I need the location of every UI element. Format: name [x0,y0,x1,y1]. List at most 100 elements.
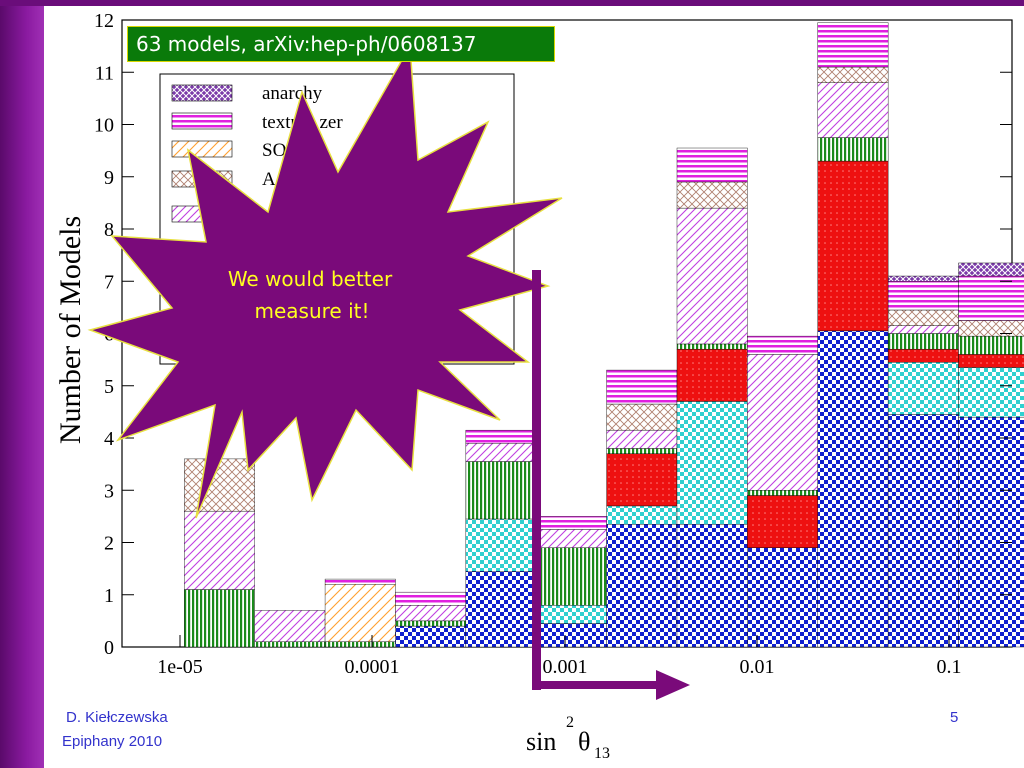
x-axis-label-sin: sin [526,727,556,756]
bar-segment-lr [958,335,1024,355]
bar-segment-red [676,348,748,402]
bar-segment-lr [536,547,607,606]
y-tick-label: 5 [104,376,114,398]
bar-segment-cyan [536,605,607,624]
y-tick-label: 4 [104,428,114,450]
header-banner: 63 models, arXiv:hep-ph/0608137 [127,26,555,62]
bar-segment-mu_tau [676,207,748,345]
bar-segment-mu_tau [606,429,678,449]
bar-segment-lr [817,137,889,162]
bar-segment-red [887,348,959,363]
slide-left-bar [0,0,44,768]
bar-segment-blue [747,547,818,648]
x-tick-label: 0.0001 [345,656,400,678]
bar-segment-anarchy [887,275,959,282]
x-axis-label-sub: 13 [594,745,610,762]
bar-segment-a4 [887,309,959,326]
bar-segment-a4 [184,458,255,512]
bar-segment-cyan [676,401,748,525]
y-tick-label: 3 [104,480,114,502]
y-tick-label: 11 [95,62,114,84]
bar-segment-texture [958,275,1024,321]
bar-segment-texture [536,516,607,530]
bar-segment-cyan [606,505,678,525]
footer-author: D. Kiełczewska [66,709,168,726]
bar-segment-mu_tau [465,443,537,462]
bar-segment-lr [676,343,748,350]
y-tick-label: 1 [104,585,114,607]
bar-segment-a4 [676,181,748,209]
bar-segment-texture [676,147,748,183]
callout-starburst: We would better measure it! [87,43,563,519]
legend-label-so10: SO [262,140,286,161]
callout-line1: We would better [228,267,393,291]
legend-label-anarchy: anarchy [262,83,323,104]
x-tick-label: 0.01 [740,656,775,678]
y-tick-label: 2 [104,533,114,555]
bar-segment-lr [324,641,396,648]
bar-segment-lr [606,448,678,454]
bar-segment-texture [887,281,959,311]
arrow-vertical-bar [532,270,541,690]
y-tick-label: 0 [104,637,114,659]
y-tick-label: 8 [104,219,114,241]
slide-top-bar [0,0,1024,6]
bar-segment-cyan [887,362,959,415]
direction-arrow [532,270,690,700]
bar-segment-blue [958,416,1024,648]
bars-layer [184,22,1024,648]
arrow-horizontal-bar [532,681,660,689]
y-tick-label: 10 [94,115,114,137]
bar-segment-red [747,495,818,548]
y-tick-label: 7 [104,271,114,293]
bar-segment-mu_tau [254,610,326,642]
bar-segment-blue [817,330,889,648]
bar-segment-blue [887,414,959,648]
starburst-shape [87,43,563,519]
bar-segment-a4 [958,320,1024,337]
bar-segment-mu_tau [887,325,959,334]
y-tick-label: 12 [94,10,114,32]
x-tick-label: 0.001 [543,656,588,678]
bar-segment-mu_tau [184,510,255,590]
bar-segment-mu_tau [817,82,889,138]
bar-segment-anarchy [958,262,1024,277]
bar-segment-texture [395,591,467,606]
bar-segment-texture [817,22,889,68]
x-axis-label-theta: θ [578,727,590,756]
y-tick-label: 9 [104,167,114,189]
bar-segment-lr [747,490,818,496]
bar-segment-lr [184,589,255,648]
bar-segment-a4 [606,403,678,431]
legend-swatch-anarchy [171,84,233,102]
bar-segment-cyan [958,367,1024,418]
bar-segment-mu_tau [536,529,607,548]
bar-segment-cyan [465,518,537,572]
bar-segment-red [817,160,889,332]
bar-segment-blue [395,625,467,648]
bar-segment-texture [324,578,396,585]
bar-segment-lr [395,620,467,627]
bar-segment-lr [254,641,326,648]
bar-segment-mu_tau [395,605,467,622]
x-axis-label-sup: 2 [566,714,574,731]
bar-segment-red [606,453,678,507]
bar-segment-lr [465,461,537,520]
bar-segment-texture [747,335,818,355]
bar-segment-mu_tau [747,354,818,491]
bar-segment-red [958,354,1024,368]
legend-swatch-texture [171,112,233,130]
bar-segment-blue [606,524,678,648]
bar-segment-texture [606,369,678,405]
footer-event: Epiphany 2010 [62,733,163,750]
legend-swatch-so10 [171,140,233,158]
bar-segment-blue [536,623,607,648]
footer-page-number: 5 [950,709,959,726]
x-tick-label: 1e-05 [157,656,203,678]
callout-line2: measure it! [255,299,370,323]
legend-label-a4: A [262,169,276,190]
arrow-head [656,670,690,700]
bar-segment-blue [676,524,748,648]
bar-segment-a4 [817,66,889,83]
